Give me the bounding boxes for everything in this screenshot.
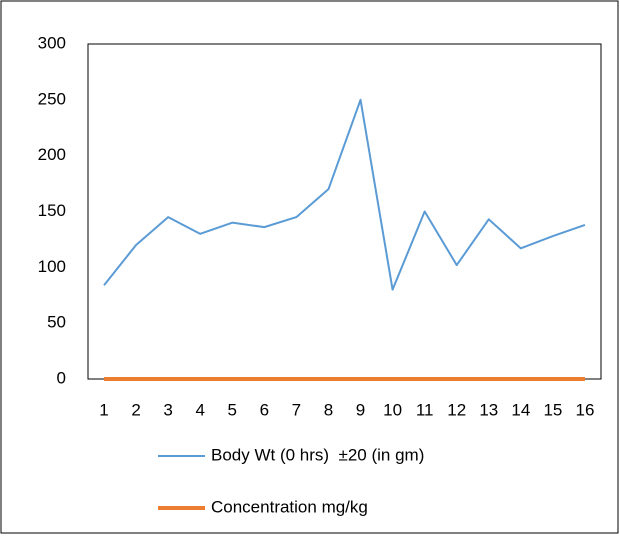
legend-label: Concentration mg/kg	[211, 497, 368, 516]
y-tick-label: 100	[38, 257, 66, 276]
x-tick-label: 5	[228, 400, 237, 419]
x-tick-label: 14	[511, 400, 530, 419]
y-tick-label: 250	[38, 89, 66, 108]
y-tick-label: 200	[38, 145, 66, 164]
x-tick-label: 12	[447, 400, 466, 419]
x-tick-label: 1	[99, 400, 108, 419]
x-tick-label: 4	[195, 400, 204, 419]
x-tick-label: 3	[163, 400, 172, 419]
x-tick-label: 7	[292, 400, 301, 419]
series-line	[103, 98, 586, 291]
x-tick-label: 11	[416, 400, 434, 419]
y-tick-label: 300	[38, 33, 66, 52]
x-tick-label: 16	[576, 400, 595, 419]
y-tick-label: 150	[38, 201, 66, 220]
x-tick-label: 10	[383, 400, 402, 419]
x-tick-label: 15	[543, 400, 562, 419]
x-tick-label: 8	[324, 400, 333, 419]
y-tick-label: 0	[57, 368, 66, 387]
x-tick-label: 9	[356, 400, 365, 419]
legend-label: Body Wt (0 hrs) ±20 (in gm)	[211, 445, 424, 464]
x-tick-label: 6	[260, 400, 269, 419]
x-tick-label: 2	[131, 400, 140, 419]
x-tick-label: 13	[479, 400, 498, 419]
y-tick-label: 50	[47, 313, 66, 332]
